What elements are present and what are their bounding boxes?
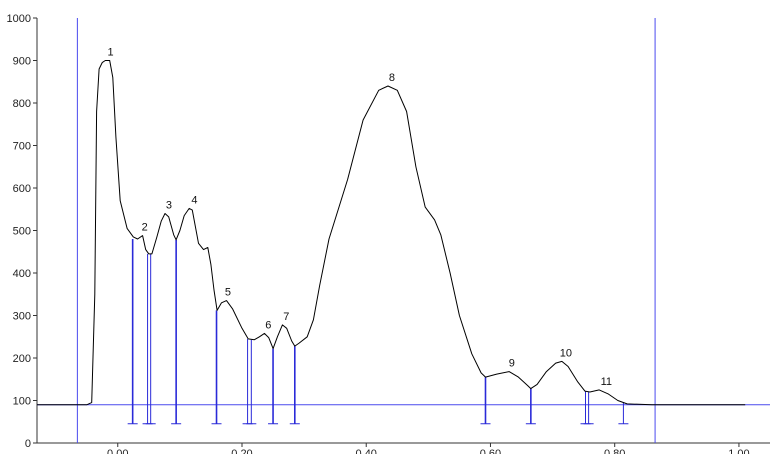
x-tick-label: 0.20 — [231, 448, 252, 454]
x-tick-label: 1.00 — [728, 448, 749, 454]
x-tick-label: 0.60 — [480, 448, 501, 454]
peak-label: 2 — [142, 222, 148, 234]
y-tick-label: 900 — [13, 56, 31, 68]
y-axis-ticks: 0 100 200 300 400 500 600 700 800 900 1000 — [7, 13, 37, 450]
y-tick-label: 200 — [13, 353, 31, 365]
peak-label: 5 — [225, 287, 231, 299]
y-tick-label: 800 — [13, 98, 31, 110]
peak-label: 9 — [509, 358, 515, 370]
y-tick-label: 400 — [13, 268, 31, 280]
peak-labels: 1 2 3 4 5 67 8 9 10 11 — [108, 47, 612, 388]
y-tick-label: 700 — [13, 141, 31, 153]
peak-label: 1 — [108, 47, 114, 59]
peak-label: 10 — [560, 347, 572, 359]
y-tick-label: 300 — [13, 311, 31, 323]
peak-label: 6 — [265, 319, 271, 331]
y-tick-label: 600 — [13, 183, 31, 195]
y-tick-label: 500 — [13, 226, 31, 238]
x-axis-ticks: 0.00 0.20 0.40 0.60 0.80 1.00 — [107, 443, 750, 454]
signal-line — [37, 60, 746, 406]
peak-drop-lines — [127, 239, 629, 425]
signal-trace — [37, 60, 746, 406]
x-tick-label: 0.80 — [604, 448, 625, 454]
peak-label: 11 — [601, 376, 612, 388]
y-tick-label: 0 — [25, 438, 31, 450]
peak-label: 7 — [283, 311, 289, 323]
x-tick-label: 0.00 — [107, 448, 128, 454]
peak-label: 8 — [389, 72, 395, 84]
y-tick-label: 100 — [13, 396, 31, 408]
y-tick-label: 1000 — [7, 13, 31, 25]
x-tick-label: 0.40 — [356, 448, 377, 454]
peak-label: 3 — [166, 200, 172, 212]
peak-label: 4 — [191, 194, 197, 206]
boundary-lines — [76, 18, 656, 443]
